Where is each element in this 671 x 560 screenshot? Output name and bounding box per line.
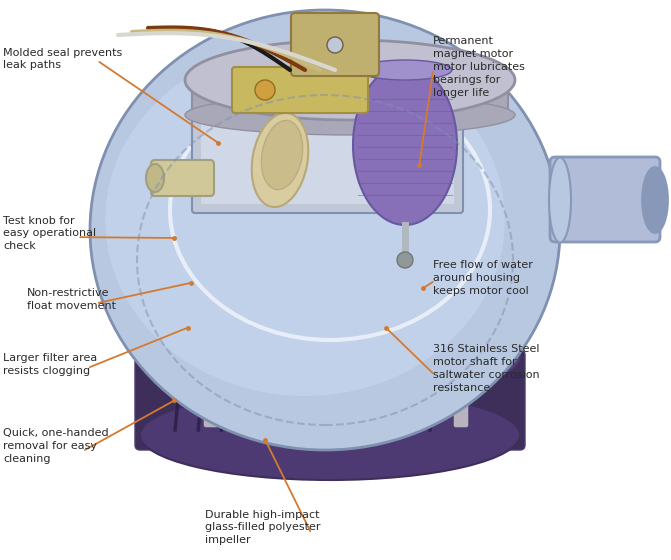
Ellipse shape [262, 120, 303, 190]
FancyBboxPatch shape [201, 76, 454, 204]
Ellipse shape [185, 95, 515, 135]
FancyBboxPatch shape [192, 67, 463, 213]
Circle shape [327, 37, 343, 53]
Ellipse shape [643, 167, 668, 232]
FancyBboxPatch shape [275, 358, 289, 427]
Text: Permanent
magnet motor
motor lubricates
bearings for
longer life: Permanent magnet motor motor lubricates … [433, 36, 525, 97]
Ellipse shape [140, 390, 520, 480]
Ellipse shape [105, 44, 505, 396]
FancyBboxPatch shape [232, 67, 368, 113]
Text: Quick, one-handed
removal for easy
cleaning: Quick, one-handed removal for easy clean… [3, 428, 109, 464]
FancyBboxPatch shape [192, 77, 508, 118]
Ellipse shape [549, 157, 571, 242]
Text: Durable high-impact
glass-filled polyester
impeller: Durable high-impact glass-filled polyest… [205, 510, 320, 545]
FancyBboxPatch shape [311, 358, 325, 427]
FancyBboxPatch shape [135, 350, 525, 450]
Ellipse shape [358, 60, 452, 80]
FancyBboxPatch shape [418, 358, 432, 427]
Circle shape [255, 80, 275, 100]
FancyBboxPatch shape [382, 358, 397, 427]
FancyBboxPatch shape [550, 157, 660, 242]
Text: 316 Stainless Steel
motor shaft for
saltwater corrosion
resistance: 316 Stainless Steel motor shaft for salt… [433, 344, 539, 393]
FancyBboxPatch shape [151, 160, 214, 196]
Ellipse shape [252, 113, 308, 207]
FancyBboxPatch shape [204, 358, 218, 427]
Text: Larger filter area
resists clogging: Larger filter area resists clogging [3, 353, 97, 376]
Text: Molded seal prevents
leak paths: Molded seal prevents leak paths [3, 48, 123, 71]
Text: Free flow of water
around housing
keeps motor cool: Free flow of water around housing keeps … [433, 260, 533, 296]
Ellipse shape [90, 10, 560, 450]
Circle shape [397, 252, 413, 268]
Ellipse shape [185, 40, 515, 120]
Ellipse shape [146, 164, 164, 192]
Ellipse shape [140, 307, 520, 403]
Text: Test knob for
easy operational
check: Test knob for easy operational check [3, 216, 97, 251]
FancyBboxPatch shape [291, 13, 379, 76]
Text: Non-restrictive
float movement: Non-restrictive float movement [27, 288, 116, 311]
Ellipse shape [353, 65, 457, 225]
FancyBboxPatch shape [347, 358, 361, 427]
FancyBboxPatch shape [454, 358, 468, 427]
FancyBboxPatch shape [240, 358, 254, 427]
